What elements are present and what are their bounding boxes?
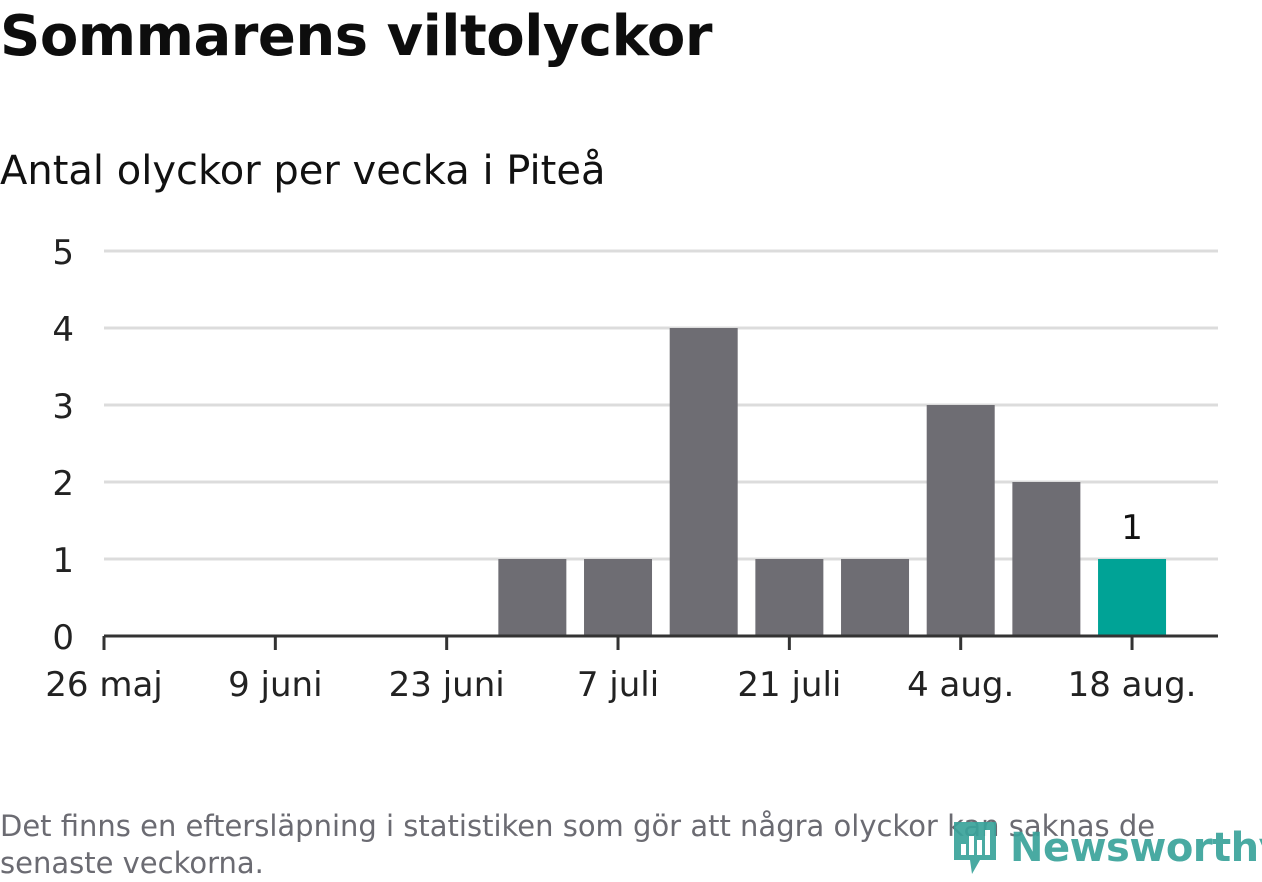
x-tick-label: 21 juli (737, 665, 841, 705)
x-axis (102, 634, 1218, 650)
y-tick-label: 3 (52, 387, 74, 427)
labels: 0 1 2 3 4 5 1 26 maj 9 juni 23 juni 7 juli 21 juli 4… (45, 233, 1196, 705)
x-tick-label: 23 juni (389, 665, 505, 705)
y-tick-label: 4 (52, 310, 74, 350)
bar (755, 559, 824, 636)
bar-highlight (1098, 559, 1167, 636)
brand-logo: Newsworthy (950, 818, 1262, 878)
y-tick-label: 0 (52, 618, 74, 658)
x-tick-label: 7 juli (577, 665, 659, 705)
y-tick-label: 2 (52, 464, 74, 504)
bars (498, 328, 1167, 636)
y-tick-label: 5 (52, 233, 74, 273)
bar-chart-speech-bubble-icon (954, 822, 996, 874)
chart-subtitle: Antal olyckor per vecka i Piteå (0, 148, 606, 194)
x-tick-label: 26 maj (45, 665, 162, 705)
y-tick-label: 1 (52, 541, 74, 581)
bar (669, 328, 738, 636)
bar (584, 559, 653, 636)
x-tick-label: 9 juni (228, 665, 322, 705)
bar-value-label: 1 (1121, 508, 1143, 548)
x-tick-label: 4 aug. (907, 665, 1014, 705)
bar (926, 405, 995, 636)
chart-title: Sommarens viltolyckor (0, 4, 712, 69)
bar (1012, 482, 1081, 636)
bar (498, 559, 567, 636)
x-tick-label: 18 aug. (1068, 665, 1197, 705)
bar (841, 559, 910, 636)
brand-name: Newsworthy (1010, 825, 1262, 871)
